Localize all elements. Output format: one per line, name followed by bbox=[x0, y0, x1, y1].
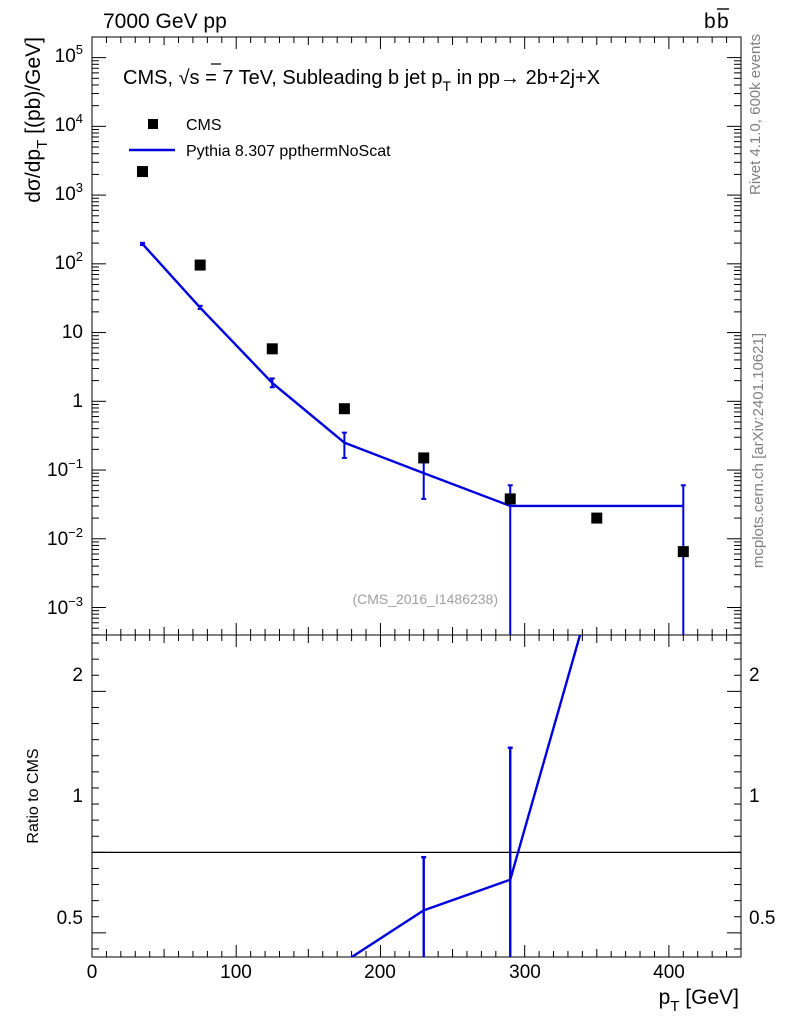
main-y-tick-exp-6: −1 bbox=[68, 456, 83, 471]
x-tick-label-4: 400 bbox=[653, 962, 685, 983]
main-y-tick-label-5: 1 bbox=[72, 391, 83, 412]
main-y-tick-8: 10−3 bbox=[47, 594, 83, 619]
main-y-tick-exp-7: −2 bbox=[68, 525, 83, 540]
main-plot-marks bbox=[136, 166, 689, 635]
main-y-tick-6: 10−1 bbox=[47, 456, 83, 481]
main-y-tick-label-4: 10 bbox=[62, 322, 83, 343]
header-left: 7000 GeV pp bbox=[103, 10, 227, 33]
cms-data-point bbox=[504, 493, 516, 505]
main-y-label-unit: [(pb)/GeV] bbox=[22, 37, 45, 140]
mcplots-label: mcplots.cern.ch [arXiv:2401.10621] bbox=[750, 333, 767, 568]
main-y-tick-label-1: 104 bbox=[55, 111, 83, 136]
main-y-tick-5: 1 bbox=[72, 391, 83, 412]
main-y-tick-label-8: 10−3 bbox=[47, 594, 83, 619]
title-sub: T bbox=[443, 78, 452, 94]
main-y-tick-7: 10−2 bbox=[47, 525, 83, 550]
main-y-tick-base-8: 10 bbox=[47, 598, 68, 619]
title-sqrt: √ bbox=[179, 67, 190, 89]
cms-data-point bbox=[136, 166, 148, 178]
main-y-tick-4: 10 bbox=[62, 322, 83, 343]
legend-mc-label: Pythia 8.307 ppthermNoScat bbox=[186, 143, 391, 160]
main-y-tick-label-3: 102 bbox=[55, 249, 83, 274]
title-suffix: in pp bbox=[451, 67, 500, 89]
main-y-tick-3: 102 bbox=[55, 249, 83, 274]
axis-ticks bbox=[91, 37, 742, 957]
x-tick-label-1: 100 bbox=[220, 962, 252, 983]
main-y-tick-base-7: 10 bbox=[47, 529, 68, 550]
header-right-bbar: b bbox=[717, 10, 729, 33]
main-y-tick-label-7: 10−2 bbox=[47, 525, 83, 550]
main-y-tick-exp-2: 3 bbox=[76, 180, 83, 195]
x-label-main: p bbox=[659, 986, 671, 1009]
cms-data-point bbox=[677, 546, 689, 558]
x-tick-label-0: 0 bbox=[87, 962, 98, 983]
x-label-unit: [GeV] bbox=[679, 986, 739, 1009]
title-prefix: CMS, bbox=[123, 67, 179, 89]
analysis-watermark: (CMS_2016_I1486238) bbox=[352, 591, 498, 607]
main-y-tick-base-0: 10 bbox=[55, 46, 76, 67]
cms-data-point bbox=[418, 452, 430, 464]
cms-data-point bbox=[194, 259, 206, 271]
header-right-b: b bbox=[704, 10, 716, 33]
x-tick-label-3: 300 bbox=[509, 962, 541, 983]
main-y-tick-base-6: 10 bbox=[47, 460, 68, 481]
header-right: b b bbox=[704, 8, 729, 33]
ratio-y-tick-label-right-1: 1 bbox=[749, 786, 760, 807]
ratio-y-tick-label-right-0: 0.5 bbox=[749, 908, 775, 929]
x-label-sub: T bbox=[670, 998, 679, 1015]
ratio-mc-line bbox=[349, 635, 582, 957]
cms-data-point bbox=[591, 512, 603, 524]
main-y-tick-label-2: 103 bbox=[55, 180, 83, 205]
ratio-y-tick-label-0: 0.5 bbox=[57, 908, 83, 929]
rivet-label: Rivet 4.1.0, 600k events bbox=[747, 34, 764, 195]
main-y-tick-base-3: 10 bbox=[55, 253, 76, 274]
main-y-tick-0: 105 bbox=[55, 42, 83, 67]
plot-title: CMS, √s = 7 TeV, Subleading b jet pT in … bbox=[123, 67, 600, 94]
cms-data-point bbox=[338, 403, 350, 415]
main-y-tick-2: 103 bbox=[55, 180, 83, 205]
main-y-tick-exp-1: 4 bbox=[76, 111, 83, 126]
main-y-axis-label: dσ/dpT [(pb)/GeV] bbox=[22, 37, 51, 203]
title-final: 2b+2j+X bbox=[520, 67, 600, 89]
main-y-label-sub: T bbox=[34, 140, 51, 149]
main-y-label-main: dσ/dp bbox=[22, 149, 45, 203]
title-main: s = 7 TeV, Subleading b jet p bbox=[190, 67, 443, 89]
cms-data-point bbox=[266, 343, 278, 355]
main-y-tick-base-1: 10 bbox=[55, 115, 76, 136]
main-y-tick-label-0: 105 bbox=[55, 42, 83, 67]
ratio-y-axis-label: Ratio to CMS bbox=[25, 748, 42, 843]
ratio-plot-marks bbox=[92, 635, 741, 957]
main-y-tick-exp-8: −3 bbox=[68, 594, 83, 609]
main-y-tick-1: 104 bbox=[55, 111, 83, 136]
x-tick-label-2: 200 bbox=[364, 962, 396, 983]
ratio-y-tick-label-right-2: 2 bbox=[749, 665, 760, 686]
main-y-tick-base-2: 10 bbox=[55, 184, 76, 205]
x-axis-label: pT [GeV] bbox=[659, 986, 739, 1015]
legend-cms-marker bbox=[148, 119, 158, 129]
main-y-tick-exp-3: 2 bbox=[76, 249, 83, 264]
main-y-tick-exp-0: 5 bbox=[76, 42, 83, 57]
ratio-y-tick-label-2: 2 bbox=[72, 665, 83, 686]
title-arrow: → bbox=[500, 67, 520, 89]
mc-line bbox=[141, 243, 684, 508]
legend-cms-label: CMS bbox=[186, 117, 222, 134]
main-y-tick-label-6: 10−1 bbox=[47, 456, 83, 481]
ratio-plot-frame bbox=[91, 634, 742, 958]
legend: CMS Pythia 8.307 ppthermNoScat bbox=[129, 117, 391, 160]
ratio-y-tick-label-1: 1 bbox=[72, 786, 83, 807]
